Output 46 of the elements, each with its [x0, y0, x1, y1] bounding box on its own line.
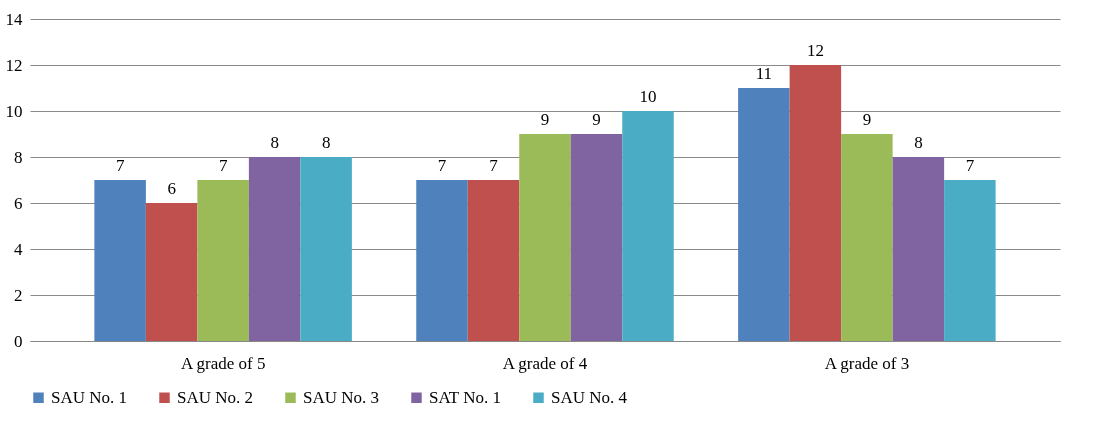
data-label: 8 — [270, 133, 279, 152]
bar — [145, 203, 198, 341]
data-label: 10 — [639, 87, 657, 106]
data-label: 7 — [489, 156, 499, 175]
data-label: 7 — [218, 156, 228, 175]
data-label: 8 — [321, 133, 331, 152]
bar — [789, 65, 842, 341]
bar — [892, 157, 945, 341]
bar — [248, 157, 301, 341]
bar — [467, 180, 520, 341]
bar — [570, 134, 623, 341]
data-label: 6 — [167, 179, 176, 198]
y-tick-label: 14 — [5, 9, 23, 29]
legend-label: SAU No. 2 — [177, 387, 254, 407]
data-label: 9 — [592, 110, 601, 129]
y-tick-label: 2 — [14, 285, 23, 305]
bar — [519, 134, 571, 341]
legend-label: SAU No. 1 — [51, 387, 128, 407]
bar — [197, 180, 249, 341]
legend-label: SAU No. 3 — [303, 387, 380, 407]
legend-label: SAT No. 1 — [429, 387, 501, 407]
y-tick-label: 6 — [14, 193, 23, 213]
y-tick-label: 10 — [5, 101, 23, 121]
data-label: 9 — [862, 110, 872, 129]
bar — [841, 134, 893, 341]
x-tick-label: A grade of 3 — [824, 353, 910, 373]
data-label: 7 — [115, 156, 125, 175]
data-label: 12 — [806, 41, 824, 60]
y-tick-label: 0 — [14, 331, 23, 351]
bar — [944, 180, 996, 341]
data-label: 7 — [965, 156, 975, 175]
data-label: 11 — [755, 64, 773, 83]
x-tick-label: A grade of 4 — [502, 353, 588, 373]
y-tick-label: 12 — [5, 55, 23, 75]
bar — [416, 180, 468, 341]
bar — [738, 88, 790, 341]
bar — [94, 180, 146, 341]
y-tick-label: 8 — [14, 147, 23, 167]
data-label: 7 — [437, 156, 447, 175]
x-tick-label: A grade of 5 — [180, 353, 266, 373]
bar — [622, 111, 674, 341]
y-tick-label: 4 — [14, 239, 23, 259]
legend-label: SAU No. 4 — [551, 387, 628, 407]
data-label: 8 — [914, 133, 923, 152]
data-label: 9 — [540, 110, 550, 129]
bar — [300, 157, 352, 341]
